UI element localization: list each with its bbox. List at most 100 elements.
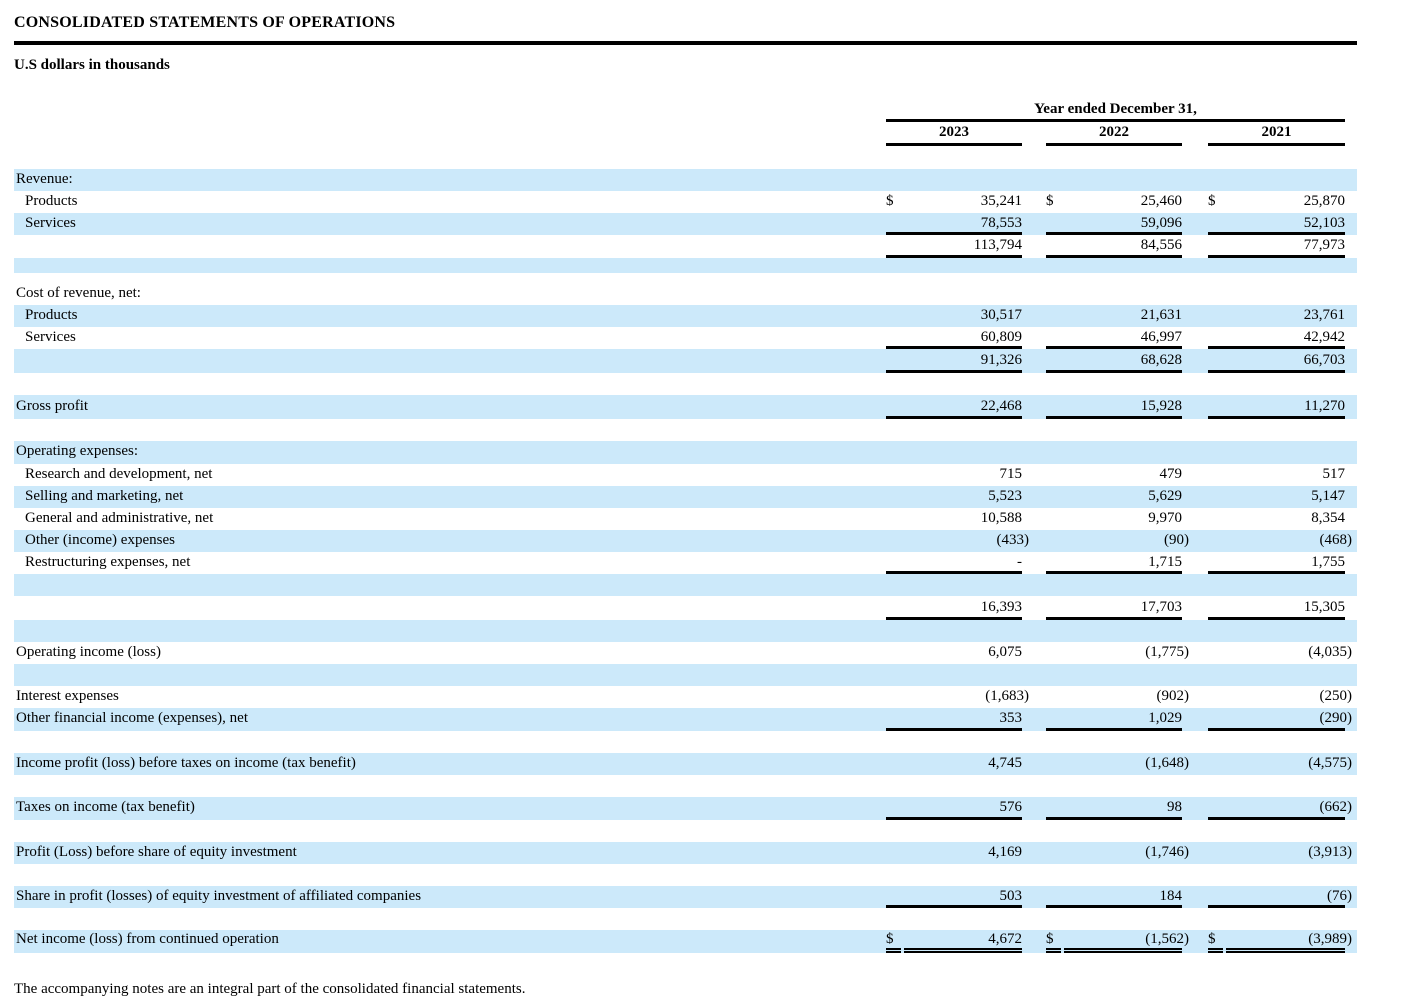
row-value-text: (4,035) — [1308, 644, 1352, 660]
row-value: 98 — [1049, 797, 1182, 817]
table-row: Services 78,553 59,096 52,103 — [14, 213, 1357, 235]
value-cell-2021: 517 — [1208, 464, 1346, 486]
spacer-row — [14, 373, 1357, 395]
row-value: 479 — [1049, 464, 1183, 486]
value-cell-2022: (1,746) — [1046, 842, 1189, 864]
value-cell-2021: (4,575) — [1208, 753, 1352, 775]
value-cell-2022: (90) — [1046, 530, 1189, 552]
table-row: Gross profit 22,468 15,928 11,270 — [14, 395, 1357, 419]
table-row: Profit (Loss) before share of equity inv… — [14, 842, 1357, 864]
value-cell-2023: 503 — [886, 886, 1022, 908]
currency-symbol: $ — [886, 193, 894, 209]
column-gap — [1022, 235, 1046, 258]
row-value: - — [889, 552, 1022, 571]
row-label: Research and development, net — [25, 466, 213, 482]
row-label: Revenue: — [16, 171, 73, 187]
row-value: 4,169 — [889, 842, 1022, 864]
column-gap — [1182, 123, 1208, 146]
currency-symbol: $ — [1046, 930, 1061, 953]
year-header-row: 2023 2022 2021 — [14, 123, 1357, 146]
row-value: (902) — [1049, 686, 1190, 708]
table-row: Operating income (loss) 6,075 (1,775) (4,03… — [14, 642, 1357, 664]
row-label: Gross profit — [16, 398, 89, 414]
value-cell-2022: 59,096 — [1046, 213, 1182, 235]
row-value: (76) — [1211, 886, 1352, 905]
row-value: 4,745 — [889, 753, 1022, 775]
row-value-text: 6,075 — [988, 644, 1022, 660]
row-label: Services — [25, 329, 76, 345]
row-value: (4,035) — [1211, 642, 1352, 664]
row-value-text: 98 — [1167, 799, 1182, 815]
row-value: 1,755 — [1211, 552, 1345, 571]
column-gap — [1182, 464, 1208, 486]
row-label: Selling and marketing, net — [25, 488, 184, 504]
row-right-pad — [1345, 213, 1357, 235]
table-row: 91,326 68,628 66,703 — [14, 349, 1357, 373]
row-value: 91,326 — [889, 349, 1022, 370]
value-cell-2022: $ (1,562) — [1046, 930, 1189, 953]
row-label: General and administrative, net — [25, 510, 214, 526]
row-value: (3,989) — [1226, 930, 1352, 953]
table-row: Operating expenses: — [14, 441, 1357, 464]
row-value-text: (1,648) — [1145, 755, 1189, 771]
value-cell-2021: (250) — [1208, 686, 1353, 708]
column-gap — [1182, 327, 1208, 349]
row-right-pad — [1345, 508, 1357, 530]
column-gap — [1022, 191, 1046, 213]
row-value: 113,794 — [889, 235, 1022, 255]
table-row: Research and development, net 715 479 517 — [14, 464, 1357, 486]
table-row: Taxes on income (tax benefit) 576 98 (662) — [14, 797, 1357, 820]
row-value: 6,075 — [889, 642, 1022, 664]
row-value: 42,942 — [1211, 327, 1345, 346]
currency-symbol: $ — [1208, 930, 1223, 953]
row-label — [14, 419, 886, 441]
table-row: Other (income) expenses (433) (90) (468) — [14, 530, 1357, 552]
row-value-text: (250) — [1319, 688, 1353, 704]
value-cell-2021: (468) — [1208, 530, 1353, 552]
row-value: 15,928 — [1049, 395, 1182, 416]
value-cell-2023: 78,553 — [886, 213, 1022, 235]
row-label — [14, 731, 886, 753]
row-value: 66,703 — [1211, 349, 1345, 370]
value-cell-2022: 46,997 — [1046, 327, 1182, 349]
column-gap — [1182, 235, 1208, 258]
row-label: Products — [25, 193, 78, 209]
row-value: 715 — [889, 464, 1023, 486]
row-value-text: 576 — [999, 799, 1023, 815]
row-value: (1,683) — [889, 686, 1029, 708]
table-row: Share in profit (losses) of equity inves… — [14, 886, 1357, 908]
row-value: (250) — [1211, 686, 1353, 708]
row-value-text: 46,997 — [1140, 329, 1182, 345]
row-value: 5,147 — [1211, 486, 1345, 508]
value-cell-2022: 17,703 — [1046, 596, 1182, 620]
row-label: Share in profit (losses) of equity inves… — [16, 888, 422, 904]
row-value: (1,775) — [1049, 642, 1189, 664]
row-value: 60,809 — [889, 327, 1022, 346]
table-row: Income profit (loss) before taxes on inc… — [14, 753, 1357, 775]
row-right-pad — [1345, 235, 1357, 258]
row-label: Cost of revenue, net: — [16, 285, 141, 301]
row-right-pad — [1345, 596, 1357, 620]
value-cell-2021: 66,703 — [1208, 349, 1345, 373]
table-row: Revenue: — [14, 169, 1357, 191]
row-value-text: 52,103 — [1303, 215, 1345, 231]
row-value-text: 10,588 — [980, 510, 1022, 526]
row-value: 5,523 — [889, 486, 1022, 508]
value-cell-2021: (662) — [1208, 797, 1352, 820]
row-value-text: 479 — [1159, 466, 1183, 482]
table-row: 113,794 84,556 77,973 — [14, 235, 1357, 258]
row-value-text: 9,970 — [1148, 510, 1182, 526]
column-gap — [1022, 842, 1046, 864]
label-column-spacer — [14, 123, 886, 146]
row-label — [14, 908, 886, 930]
period-header-label: Year ended December 31, — [886, 101, 1345, 122]
value-cell-2023: - — [886, 552, 1022, 574]
row-value-text: (290) — [1319, 710, 1353, 726]
value-cell-2022: 68,628 — [1046, 349, 1182, 373]
row-value: (1,648) — [1049, 753, 1189, 775]
row-value-text: 25,460 — [1140, 193, 1182, 209]
row-value: 52,103 — [1211, 213, 1345, 232]
row-value-text: 22,468 — [980, 398, 1022, 414]
row-value: 30,517 — [889, 305, 1022, 327]
table-row: Services 60,809 46,997 42,942 — [14, 327, 1357, 349]
